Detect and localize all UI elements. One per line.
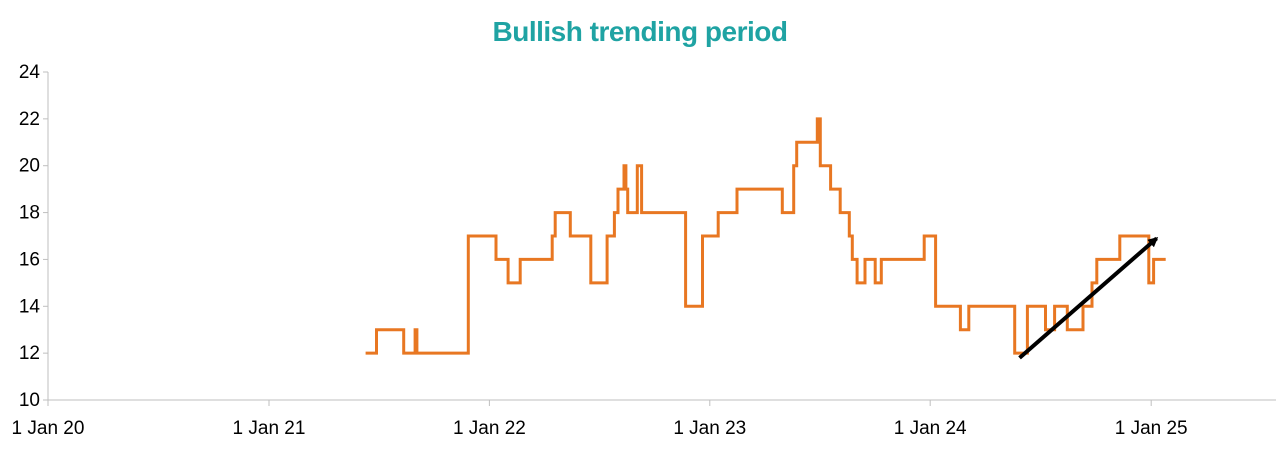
y-tick-label: 22 (19, 109, 40, 130)
y-tick-label: 20 (19, 156, 40, 177)
trend-arrow (1018, 236, 1159, 360)
chart-title: Bullish trending period (492, 16, 788, 47)
x-tick-label: 1 Jan 25 (1115, 418, 1188, 439)
plot-area (365, 117, 1166, 360)
y-tick-label: 24 (19, 62, 41, 83)
y-tick-label: 10 (19, 390, 40, 411)
series-line (365, 117, 1166, 355)
y-tick-label: 18 (19, 203, 40, 224)
y-tick-label: 12 (19, 343, 40, 364)
x-tick-label: 1 Jan 20 (12, 418, 85, 439)
y-tick-label: 16 (19, 249, 40, 270)
x-tick-label: 1 Jan 23 (673, 418, 746, 439)
x-tick-label: 1 Jan 22 (453, 418, 526, 439)
y-tick-label: 14 (19, 296, 41, 317)
x-tick-label: 1 Jan 21 (233, 418, 306, 439)
axes: 10 12 14 16 18 20 22 24 1 Jan 20 1 Jan 21 1 Jan 22… (12, 62, 1276, 439)
x-tick-label: 1 Jan 24 (894, 418, 967, 439)
